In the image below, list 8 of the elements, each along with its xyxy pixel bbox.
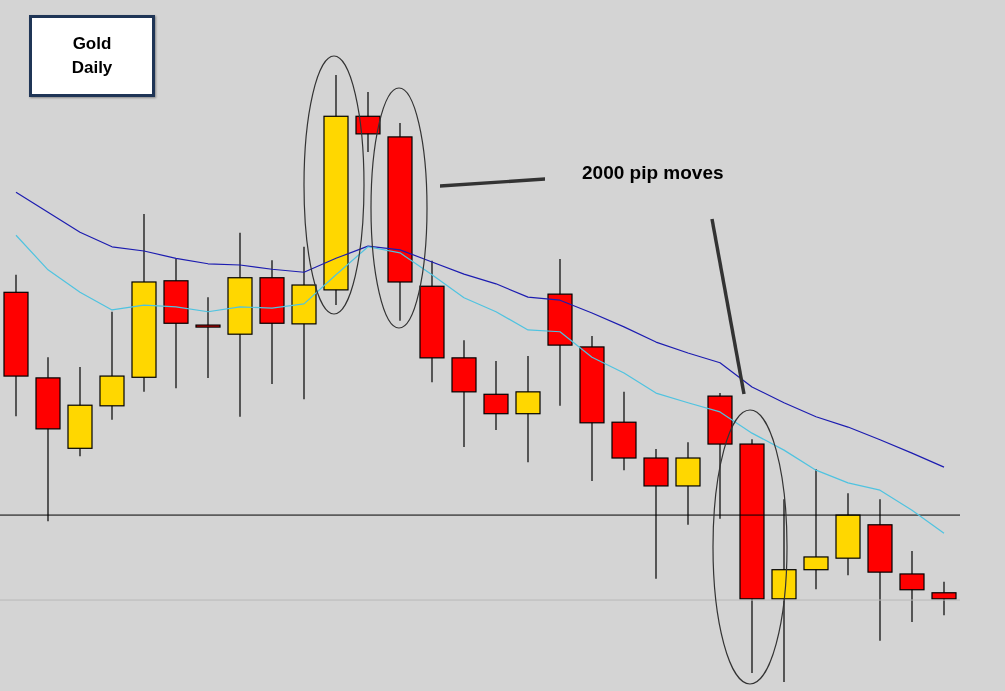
candlestick [355, 91, 381, 153]
candlestick [899, 550, 925, 623]
chart-title: Gold Daily [71, 33, 113, 79]
candlestick [483, 360, 509, 431]
annotation: 2000 pip moves [582, 162, 724, 184]
candlestick [515, 355, 541, 463]
candlestick [931, 581, 957, 616]
candlestick [195, 296, 221, 379]
